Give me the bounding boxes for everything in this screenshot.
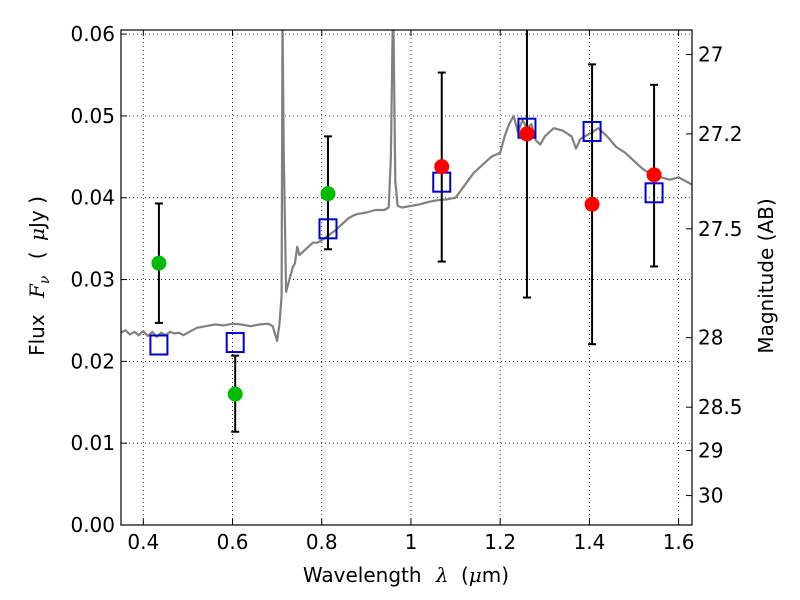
- y-axis-label-unit-rest: Jy ): [25, 196, 49, 230]
- grid-layer: [121, 30, 692, 526]
- model-box-marker: [225, 332, 245, 354]
- model-box-marker: [318, 218, 338, 240]
- x-tick-label: 1: [405, 530, 418, 554]
- y-tick-label: 0.01: [70, 431, 115, 455]
- y2-tick-label: 27.5: [698, 217, 743, 241]
- red-data-point: [584, 196, 600, 212]
- x-axis-label-unit-rest: m): [482, 563, 509, 587]
- model-box-marker: [582, 120, 602, 142]
- y2-tick-label: 28.5: [698, 395, 743, 419]
- x-axis-label-unit-mu: μ: [469, 563, 482, 587]
- y2-tick-label: 27: [698, 43, 723, 67]
- y-tick-label: 0.04: [70, 186, 115, 210]
- plot-frame: [120, 29, 693, 526]
- x-axis-label-unit-open: (: [461, 563, 469, 587]
- x-tick-label: 1.4: [573, 530, 605, 554]
- green-data-point: [151, 255, 167, 271]
- marker-layer: [149, 117, 664, 402]
- y-tick-label: 0.06: [70, 22, 115, 46]
- template-spectrum-line: [121, 30, 692, 342]
- y2-axis-label: Magnitude (AB): [754, 198, 778, 353]
- y-tick-label: 0.03: [70, 268, 115, 292]
- x-tick-label: 1.6: [663, 530, 695, 554]
- x-tick-label: 0.8: [306, 530, 338, 554]
- x-tick-label: 0.6: [217, 530, 249, 554]
- y-axis-label-unit-mu: μ: [25, 228, 49, 241]
- y2-tick-label: 30: [698, 484, 723, 508]
- model-box-marker: [644, 182, 664, 204]
- x-axis-label: Wavelength λ (μm): [303, 563, 509, 587]
- y-tick-label: 0.05: [70, 104, 115, 128]
- y2-tick-label: 27.2: [698, 122, 743, 146]
- y-axis-label-unit-open: (: [25, 251, 49, 259]
- red-data-point: [434, 159, 450, 175]
- model-box-marker: [149, 334, 169, 356]
- template-spectrum-layer: [121, 30, 692, 342]
- y-axis-label-text: Flux: [25, 314, 49, 356]
- x-axis-label-symbol: λ: [435, 563, 449, 587]
- y2-tick-label: 28: [698, 326, 723, 350]
- y-tick-label: 0.00: [70, 513, 115, 537]
- tick-layer: 0.4 0.6 0.8 1 1.2 1.4 1.6 0.00 0.01 0.02 0.03 0.04 0…: [70, 22, 742, 554]
- x-tick-label: 0.4: [127, 530, 159, 554]
- green-data-point: [227, 386, 243, 402]
- y-axis-label-symbol-sub: ν: [37, 275, 53, 284]
- red-data-point: [519, 126, 535, 142]
- red-data-point: [646, 167, 662, 183]
- y-axis-label-symbol: F: [25, 283, 49, 299]
- errorbar-layer: [154, 30, 659, 433]
- x-tick-label: 1.2: [484, 530, 516, 554]
- y2-tick-label: 29: [698, 439, 723, 463]
- y-axis-label: Flux Fν ( μJy ): [25, 196, 54, 356]
- x-axis-label-text: Wavelength: [303, 563, 422, 587]
- green-data-point: [320, 186, 336, 202]
- y-tick-label: 0.02: [70, 349, 115, 373]
